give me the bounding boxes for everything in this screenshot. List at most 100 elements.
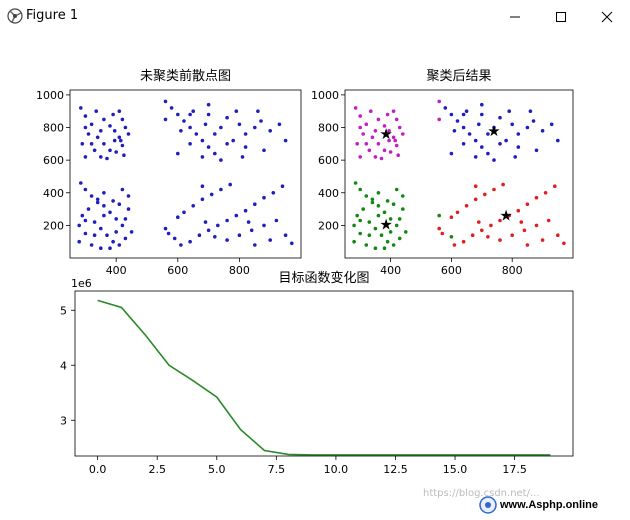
scatter-point [455, 210, 460, 215]
scatter-point [516, 208, 521, 213]
scatter-point [117, 243, 122, 247]
scatter-point [361, 207, 366, 211]
scatter-point [404, 230, 408, 234]
close-button[interactable] [584, 0, 630, 33]
scatter-point [397, 217, 402, 221]
scatter-point [111, 199, 115, 203]
scatter-point [452, 129, 457, 133]
scatter-point [376, 204, 381, 208]
scatter-point [243, 132, 248, 136]
axis-ticks: 400 600 800 200 400 600 800 1000 [36, 89, 250, 277]
scatter-point [216, 223, 220, 228]
scatter-point [385, 239, 390, 244]
scatter-point [507, 109, 512, 113]
scatter-point [117, 135, 122, 140]
scatter-point [83, 155, 88, 159]
y-tick-label: 400 [318, 187, 339, 200]
scatter-point [394, 223, 399, 228]
site-logo-text: www.Asphp.online [500, 499, 598, 511]
scatter-point [119, 138, 123, 143]
scatter-point [112, 138, 117, 143]
axes-title: 目标函数变化图 [278, 270, 369, 286]
scatter-point [203, 122, 208, 127]
x-tick-label: 15.0 [443, 463, 468, 476]
scatter-point [391, 135, 396, 140]
y-tick-label: 3 [60, 414, 67, 427]
centroid-markers: ★ ★ ★ ★ [379, 122, 513, 234]
scatter-point [367, 233, 372, 237]
site-stamp: www.Asphp.online [478, 494, 630, 516]
scatter-point [105, 233, 109, 237]
scatter-point [268, 129, 273, 133]
axes-title: 未聚类前散点图 [140, 68, 231, 84]
scatter-point [391, 243, 396, 247]
scatter-point [114, 217, 118, 221]
scatter-point [358, 125, 363, 130]
y-tick-label: 5 [60, 304, 67, 317]
scatter-point [83, 114, 88, 118]
scatter-point [262, 195, 266, 200]
scatter-point [80, 142, 85, 146]
scatter-point [489, 223, 493, 228]
scatter-point [99, 129, 103, 133]
scatter-point [486, 151, 490, 156]
scatter-point [461, 112, 466, 117]
y-tick-label: 4 [60, 359, 67, 372]
scatter-point [388, 230, 393, 234]
scatter-point [461, 125, 466, 130]
scatter-point [353, 181, 358, 185]
scatter-point [237, 122, 242, 127]
scatter-point [213, 132, 217, 136]
scatter-point [83, 125, 88, 130]
maximize-button[interactable] [538, 0, 584, 33]
centroid-star-icon: ★ [379, 125, 392, 143]
axes-frame [344, 89, 574, 259]
scatter-point [102, 191, 106, 195]
scatter-after-clustering: 聚类后结果 ★ ★ ★ ★ 400 600 800 200 400 600 800 1000 [311, 69, 574, 277]
scatter-point [114, 150, 118, 154]
scatter-point [556, 138, 560, 143]
scatter-point [105, 156, 109, 161]
scatter-point [501, 182, 505, 187]
scatter-point [401, 207, 405, 211]
scatter-point [219, 158, 223, 162]
scatter-point [243, 208, 248, 213]
scatter-point [353, 106, 358, 110]
scatter-point [83, 187, 88, 192]
scatter-point [553, 184, 557, 188]
scatter-point [437, 226, 442, 231]
scatter-point [102, 213, 106, 218]
scatter-point [120, 143, 125, 148]
objective-series-line [97, 299, 551, 456]
scatter-point [99, 155, 103, 159]
scatter-point [525, 243, 530, 247]
scatter-point [492, 187, 496, 192]
scatter-point [206, 228, 211, 233]
minimize-button[interactable] [492, 0, 538, 33]
scatter-point [219, 187, 223, 192]
scatter-point [358, 155, 363, 159]
scatter-point [364, 194, 369, 198]
x-tick-label: 2.5 [148, 463, 166, 476]
scatter-point [498, 238, 502, 242]
scatter-point [394, 117, 399, 122]
scatter-point [373, 129, 378, 133]
scatter-point [95, 197, 100, 202]
scatter-point [194, 132, 199, 136]
scatter-point [122, 153, 126, 157]
scatter-point [283, 138, 288, 143]
scatter-point [86, 132, 91, 136]
scatter-point [99, 246, 103, 250]
scatter-point [213, 151, 217, 156]
scatter-point [206, 112, 211, 117]
scatter-point [480, 112, 484, 117]
scatter-point [283, 233, 288, 237]
scatter-point [540, 238, 545, 242]
scatter-point [206, 102, 211, 107]
scatter-point [188, 142, 192, 146]
scatter-point [108, 210, 112, 215]
scatter-point [534, 148, 539, 153]
y-tick-label: 800 [43, 122, 64, 135]
axis-ticks: 400 600 800 200 400 600 800 1000 [311, 89, 523, 277]
scatter-point [95, 135, 100, 140]
